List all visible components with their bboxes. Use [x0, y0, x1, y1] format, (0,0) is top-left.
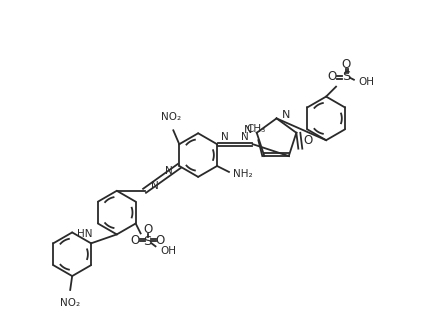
Text: OH: OH — [161, 246, 177, 256]
Text: O: O — [156, 234, 165, 247]
Text: N: N — [281, 111, 290, 120]
Text: HN: HN — [77, 229, 92, 239]
Text: O: O — [304, 134, 313, 147]
Text: N: N — [165, 166, 173, 176]
Text: N: N — [241, 132, 249, 142]
Text: N: N — [243, 125, 252, 135]
Text: S: S — [143, 235, 152, 248]
Text: NH₂: NH₂ — [233, 169, 252, 179]
Text: O: O — [143, 223, 152, 236]
Text: N: N — [221, 132, 229, 142]
Text: NO₂: NO₂ — [60, 298, 80, 308]
Text: O: O — [341, 58, 351, 71]
Text: CH₃: CH₃ — [247, 124, 266, 134]
Text: OH: OH — [359, 77, 375, 87]
Text: NO₂: NO₂ — [161, 113, 181, 122]
Text: S: S — [342, 70, 350, 83]
Text: N: N — [151, 181, 158, 191]
Text: O: O — [130, 234, 139, 247]
Text: O: O — [327, 70, 337, 83]
